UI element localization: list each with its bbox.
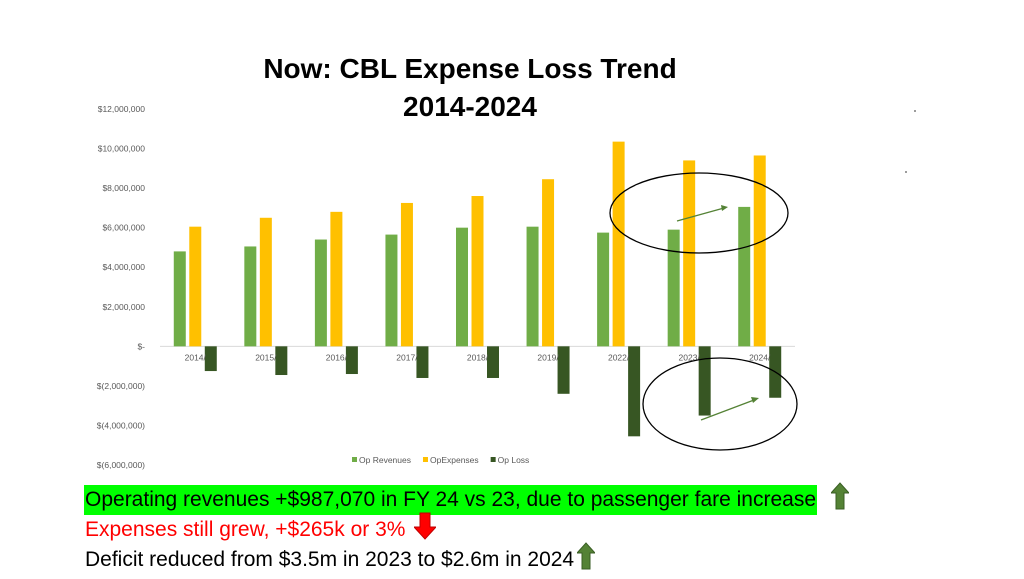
- y-tick-label: $4,000,000: [102, 262, 145, 272]
- bar-op-revenues: [173, 251, 186, 347]
- legend-swatch: [352, 457, 357, 462]
- bar-op-revenues: [385, 234, 398, 347]
- bar-op-revenues: [526, 226, 539, 347]
- legend-swatch: [490, 457, 496, 462]
- arrow-down-icon: [413, 512, 438, 549]
- legend-swatch: [422, 457, 428, 462]
- expense-loss-chart: $12,000,000 $10,000,000 $8,000,000 $6,000,0…: [97, 104, 916, 470]
- y-tick-label: $10,000,000: [98, 144, 146, 154]
- bar-opexpenses: [471, 196, 484, 347]
- bar-op-loss: [557, 346, 570, 394]
- bar-opexpenses: [330, 211, 343, 347]
- bar-series: [173, 141, 782, 437]
- note-line: Expenses still grew, +$265k or 3%: [84, 512, 849, 545]
- x-tick-label: 2019/: [537, 352, 559, 362]
- x-tick-label: 2017/: [396, 352, 418, 362]
- x-tick-label: 2014/: [185, 352, 207, 362]
- x-tick-label: 2016/: [326, 352, 348, 362]
- y-tick-label: $(2,000,000): [97, 381, 145, 391]
- bar-op-revenues: [738, 206, 751, 347]
- bar-opexpenses: [400, 202, 413, 347]
- trend-arrowhead-loss: [751, 397, 759, 403]
- chart-title: Now: CBL Expense Loss Trend 2014-2024: [200, 50, 740, 126]
- x-tick-label: 2024/: [749, 352, 771, 362]
- y-tick-label: $-: [137, 341, 145, 351]
- bar-op-loss: [204, 346, 217, 372]
- note-line: Operating revenues +$987,070 in FY 24 vs…: [84, 481, 851, 515]
- bar-op-loss: [698, 346, 711, 416]
- trend-arrow-loss: [700, 399, 755, 421]
- bar-op-revenues: [456, 227, 468, 347]
- y-tick-label: $2,000,000: [102, 302, 145, 312]
- bar-op-revenues: [667, 229, 680, 347]
- trend-arrow-revenue: [676, 207, 725, 222]
- note-text: Expenses still grew, +$265k or 3%: [85, 518, 406, 541]
- y-tick-label: $6,000,000: [102, 223, 145, 233]
- arrow-up-icon: [829, 481, 851, 519]
- bar-opexpenses: [189, 226, 202, 347]
- x-axis-labels: 2014/2015/2016/2017/2018/2019/2022/2023/…: [185, 352, 771, 362]
- bar-op-revenues: [244, 246, 257, 347]
- x-tick-label: 2015/: [255, 352, 277, 362]
- legend-label: Op Loss: [498, 455, 530, 465]
- bar-opexpenses: [753, 155, 766, 347]
- x-tick-label: 2023/: [679, 352, 701, 362]
- bar-op-loss: [628, 346, 641, 437]
- bar-op-loss: [345, 346, 358, 375]
- bar-op-revenues: [597, 232, 610, 347]
- y-axis-labels: $12,000,000 $10,000,000 $8,000,000 $6,000,0…: [97, 104, 145, 470]
- trend-arrowhead-revenue: [721, 205, 728, 211]
- note-text: Operating revenues +$987,070 in FY 24 vs…: [84, 485, 818, 515]
- y-tick-label: $(4,000,000): [97, 420, 145, 430]
- note-text: Deficit reduced from $3.5m in 2023 to $2…: [85, 548, 575, 571]
- x-tick-label: 2022/: [608, 352, 630, 362]
- legend: Op Revenues OpExpenses Op Loss: [352, 455, 529, 465]
- stray-dot: [905, 171, 907, 173]
- bar-opexpenses: [612, 141, 625, 347]
- annotations: [609, 110, 916, 451]
- highlight-circle-loss: [642, 357, 798, 451]
- legend-label: OpExpenses: [430, 455, 479, 465]
- notes: Operating revenues +$987,070 in FY 24 vs…: [84, 481, 851, 575]
- note-line: Deficit reduced from $3.5m in 2023 to $2…: [84, 541, 849, 575]
- legend-label: Op Revenues: [359, 455, 411, 465]
- y-tick-label: $12,000,000: [98, 104, 146, 114]
- y-tick-label: $(6,000,000): [97, 460, 145, 470]
- bar-opexpenses: [542, 179, 555, 347]
- stray-dot: [914, 110, 916, 112]
- highlight-circle-revenue: [609, 172, 789, 254]
- y-tick-label: $8,000,000: [102, 183, 145, 193]
- bar-opexpenses: [259, 217, 272, 347]
- bar-op-loss: [416, 346, 429, 378]
- chart-title-line2: 2014-2024: [403, 91, 537, 122]
- bar-op-loss: [487, 346, 499, 378]
- arrow-up-icon: [576, 541, 597, 579]
- bar-op-revenues: [314, 239, 327, 347]
- bar-op-loss: [275, 346, 288, 376]
- x-tick-label: 2018/: [467, 352, 489, 362]
- chart-title-line1: Now: CBL Expense Loss Trend: [263, 53, 677, 84]
